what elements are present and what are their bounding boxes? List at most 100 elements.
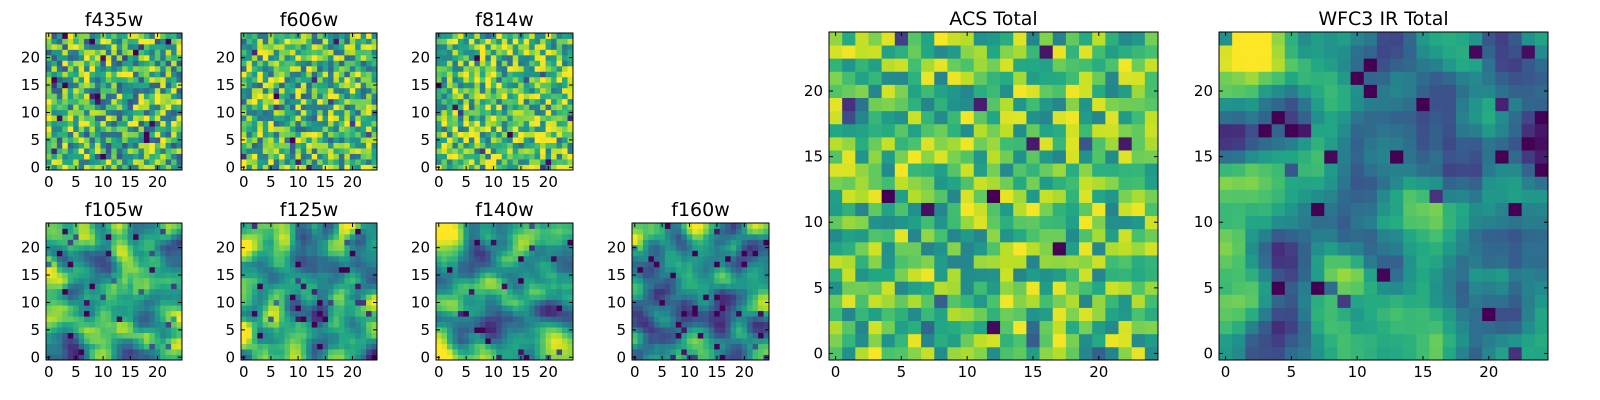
heatmap-cell bbox=[540, 60, 546, 67]
heatmap-cell bbox=[360, 332, 367, 339]
heatmap-cell bbox=[490, 321, 497, 328]
heatmap-cell bbox=[149, 266, 156, 273]
heatmap-cell bbox=[251, 354, 258, 361]
heatmap-cell bbox=[268, 142, 275, 149]
heatmap-cell bbox=[934, 281, 948, 295]
heatmap-cell bbox=[279, 316, 285, 323]
heatmap-cell bbox=[686, 305, 693, 312]
heatmap-cell bbox=[855, 255, 869, 269]
heatmap-cell bbox=[138, 76, 145, 83]
heatmap-cell bbox=[295, 43, 302, 50]
heatmap-cell bbox=[529, 283, 536, 290]
heatmap-cell bbox=[279, 272, 285, 279]
heatmap-cell bbox=[479, 126, 486, 133]
heatmap-cell bbox=[306, 159, 313, 165]
heatmap-cell bbox=[78, 283, 85, 290]
heatmap-cell bbox=[154, 54, 161, 61]
heatmap-cell bbox=[111, 159, 118, 165]
heatmap-cell bbox=[441, 338, 448, 344]
heatmap-cell bbox=[463, 332, 470, 339]
heatmap-cell bbox=[160, 332, 167, 339]
heatmap-cell bbox=[567, 266, 574, 273]
heatmap-cell bbox=[56, 98, 63, 105]
heatmap-cell bbox=[300, 288, 307, 295]
heatmap-cell bbox=[518, 43, 525, 50]
heatmap-cell bbox=[268, 233, 275, 240]
heatmap-cell bbox=[62, 82, 69, 89]
heatmap-cell bbox=[371, 288, 378, 295]
heatmap-cell bbox=[686, 299, 693, 306]
heatmap-cell bbox=[268, 104, 275, 111]
heatmap-cell bbox=[84, 38, 90, 45]
heatmap-cell bbox=[105, 120, 112, 127]
heatmap-cell bbox=[105, 82, 112, 89]
heatmap-cell bbox=[138, 233, 145, 240]
heatmap-cell bbox=[127, 266, 134, 273]
heatmap-cell bbox=[246, 65, 253, 72]
heatmap-cell bbox=[138, 255, 145, 262]
heatmap-cell bbox=[441, 283, 448, 290]
heatmap-cell bbox=[907, 346, 922, 361]
heatmap-cell bbox=[452, 305, 459, 312]
heatmap-cell bbox=[122, 137, 128, 143]
heatmap-cell bbox=[344, 288, 351, 295]
heatmap-cell bbox=[322, 294, 329, 301]
heatmap-cell bbox=[311, 261, 318, 268]
heatmap-cell bbox=[241, 153, 247, 160]
heatmap-cell bbox=[1118, 268, 1133, 282]
heatmap-cell bbox=[273, 327, 280, 333]
heatmap-cell bbox=[1079, 255, 1093, 269]
heatmap-cell bbox=[73, 288, 80, 295]
heatmap-cell bbox=[333, 33, 340, 39]
heatmap-cell bbox=[452, 43, 459, 50]
heatmap-cell bbox=[279, 223, 285, 229]
heatmap-cell bbox=[84, 310, 90, 317]
heatmap-cell bbox=[1013, 189, 1027, 203]
heatmap-cell bbox=[681, 327, 688, 333]
heatmap-cell bbox=[703, 244, 710, 251]
heatmap-cell bbox=[89, 153, 96, 160]
heatmap-cell bbox=[529, 321, 536, 328]
heatmap-cell bbox=[714, 277, 721, 284]
heatmap-cell bbox=[512, 305, 519, 312]
heatmap-cell bbox=[675, 283, 682, 290]
heatmap-cell bbox=[268, 38, 275, 45]
heatmap-cell bbox=[241, 43, 247, 50]
heatmap-cell bbox=[501, 164, 508, 171]
heatmap-cell bbox=[545, 327, 552, 333]
heatmap-cell bbox=[518, 310, 525, 317]
heatmap-cell bbox=[322, 153, 329, 160]
heatmap-cell bbox=[246, 120, 253, 127]
heatmap-cell bbox=[518, 131, 525, 138]
heatmap-cell bbox=[441, 148, 448, 154]
heatmap-cell bbox=[452, 71, 459, 78]
heatmap-cell bbox=[468, 164, 475, 171]
heatmap-cell bbox=[251, 38, 258, 45]
heatmap-cell bbox=[311, 109, 318, 116]
heatmap-cell bbox=[355, 131, 362, 138]
heatmap-cell bbox=[262, 33, 269, 39]
heatmap-cell bbox=[51, 38, 58, 45]
heatmap-cell bbox=[246, 255, 253, 262]
heatmap-cell bbox=[545, 98, 552, 105]
heatmap-cell bbox=[1065, 255, 1080, 269]
heatmap-cell bbox=[452, 49, 459, 56]
heatmap-cell bbox=[246, 104, 253, 111]
heatmap-cell bbox=[452, 233, 459, 240]
heatmap-cell bbox=[355, 43, 362, 50]
heatmap-cell bbox=[154, 261, 161, 268]
heatmap-cell bbox=[501, 126, 508, 133]
heatmap-cell bbox=[94, 87, 101, 94]
heatmap-cell bbox=[127, 272, 134, 279]
heatmap-cell bbox=[474, 159, 481, 165]
heatmap-cell bbox=[567, 261, 574, 268]
heatmap-cell bbox=[73, 104, 80, 111]
heatmap-cell bbox=[501, 294, 508, 301]
heatmap-cell bbox=[160, 261, 167, 268]
heatmap-cell bbox=[116, 223, 123, 229]
heatmap-cell bbox=[474, 142, 481, 149]
heatmap-cell bbox=[545, 305, 552, 312]
heatmap-cell bbox=[328, 288, 334, 295]
heatmap-cell bbox=[512, 244, 519, 251]
heatmap-cell bbox=[338, 148, 345, 154]
